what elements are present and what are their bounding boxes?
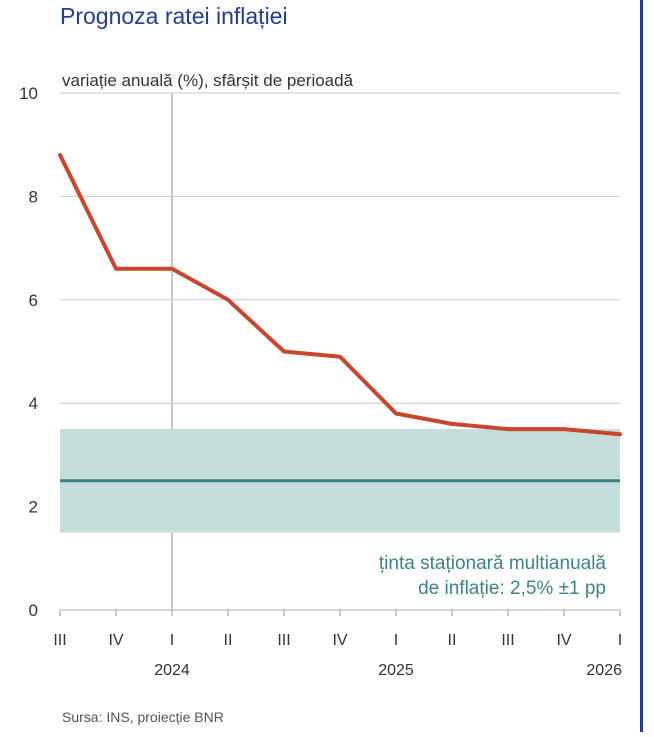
x-tick-label: I bbox=[170, 632, 174, 649]
year-label: 2024 bbox=[154, 662, 190, 679]
y-tick-label: 2 bbox=[29, 498, 38, 517]
target-annotation-line: ținta staționară multianuală bbox=[379, 553, 607, 574]
x-tick-label: III bbox=[277, 632, 290, 649]
y-tick-label: 10 bbox=[19, 84, 38, 103]
source-note: Sursa: INS, proiecție BNR bbox=[62, 709, 224, 725]
annotation-layer: ținta staționară multianuală de inflație:… bbox=[379, 553, 607, 599]
y-tick-label: 0 bbox=[29, 601, 38, 620]
y-tick-label: 6 bbox=[29, 291, 38, 310]
target-annotation-line: de inflație: 2,5% ±1 pp bbox=[418, 578, 606, 599]
x-tick-label: IV bbox=[332, 632, 347, 649]
x-tick-label: III bbox=[501, 632, 514, 649]
chart-title: Prognoza ratei inflației bbox=[60, 3, 288, 29]
page-right-rule bbox=[640, 0, 643, 732]
x-tick-label: III bbox=[53, 632, 66, 649]
x-tick-label: I bbox=[394, 632, 398, 649]
y-tick-label: 8 bbox=[29, 187, 38, 206]
x-tick-label: II bbox=[448, 632, 457, 649]
x-tick-label: IV bbox=[556, 632, 571, 649]
year-label: 2026 bbox=[586, 662, 622, 679]
x-tick-label: I bbox=[618, 632, 622, 649]
x-tick-label: II bbox=[224, 632, 233, 649]
x-tick-label: IV bbox=[108, 632, 123, 649]
chart-subtitle: variație anuală (%), sfârșit de perioadă bbox=[62, 71, 354, 90]
y-tick-label: 4 bbox=[29, 394, 38, 413]
year-label: 2025 bbox=[378, 662, 414, 679]
